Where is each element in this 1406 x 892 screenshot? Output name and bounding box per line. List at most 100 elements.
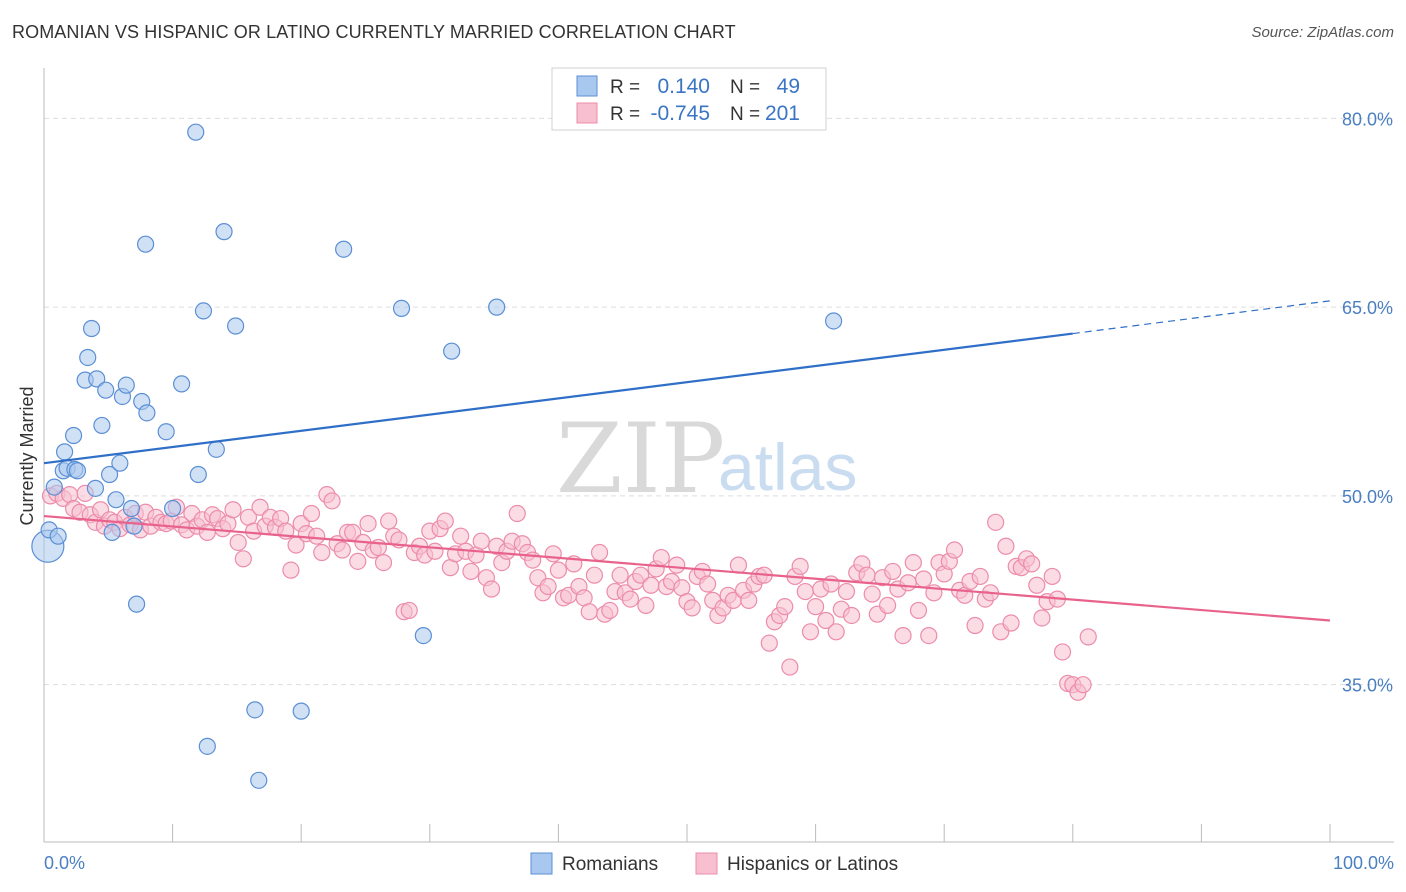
legend-n-label-hispanics: N = [730, 104, 760, 125]
hispanics-point [822, 575, 840, 593]
hispanics-point [580, 603, 598, 621]
romanians-point [173, 375, 191, 393]
hispanics-point [251, 498, 269, 516]
romanians-point [82, 319, 101, 338]
legend-r-value-hispanics: -0.745 [650, 102, 710, 125]
hispanics-point [791, 557, 809, 575]
y-tick-label-35: 35.0% [1342, 676, 1393, 696]
hispanics-point [632, 566, 650, 584]
hispanics-point [894, 626, 912, 645]
hispanics-point [508, 504, 526, 523]
romanians-point [122, 499, 141, 518]
hispanics-point [302, 504, 321, 523]
y-tick-label-80: 80.0% [1342, 109, 1393, 129]
x-ticks [43, 824, 1331, 842]
hispanics-point [611, 566, 629, 584]
watermark: ZIP atlas [556, 403, 857, 515]
romanians-point [825, 312, 843, 330]
hispanics-point [920, 626, 938, 645]
hispanics-point [987, 513, 1005, 531]
x-tick-label-min: 0.0% [44, 853, 85, 873]
romanians-point [79, 348, 97, 367]
romanians-point [45, 478, 63, 496]
hispanics-point [601, 601, 619, 620]
romanians-point [488, 298, 506, 316]
hispanics-point [1053, 643, 1072, 661]
romanians-point [97, 381, 115, 399]
legend-swatch-romanians [576, 75, 598, 97]
hispanics-point [1043, 567, 1061, 586]
romanians-point [111, 454, 129, 472]
bottom-legend-label-hispanics[interactable]: Hispanics or Latinos [727, 854, 898, 875]
chart-title: ROMANIAN VS HISPANIC OR LATINO CURRENTLY… [12, 22, 736, 42]
romanians-point [117, 376, 135, 394]
romanians-point [138, 404, 156, 422]
romanians-point [55, 443, 74, 461]
hispanics-point [817, 611, 835, 630]
romanians-point [125, 517, 143, 535]
hispanics-point [945, 541, 964, 559]
hispanics-point [1028, 576, 1046, 594]
hispanics-point [426, 542, 444, 560]
hispanics-point [1033, 609, 1051, 627]
y-axis-label: Currently Married [17, 386, 37, 525]
hispanics-point [539, 577, 557, 596]
romanians-point [100, 465, 119, 484]
hispanics-point [760, 634, 778, 652]
hispanics-point [801, 623, 820, 641]
grid-lines [44, 117, 1394, 686]
hispanics-point [1079, 628, 1097, 646]
hispanics-point [997, 537, 1015, 555]
hispanics-trend-line [43, 514, 1331, 622]
legend-r-label-romanians: R = [610, 77, 640, 98]
legend-n-value-romanians: 49 [777, 75, 800, 98]
romanians-point [414, 626, 432, 645]
hispanics-point [229, 533, 247, 552]
hispanics-point [637, 596, 655, 614]
hispanics-point [966, 616, 984, 635]
hispanics-point [909, 601, 928, 620]
hispanics-point [349, 552, 367, 570]
trend-lines [43, 300, 1331, 622]
hispanics-point [796, 582, 814, 601]
romanians-point [93, 416, 111, 435]
romanians-point [189, 465, 207, 484]
romanians-point [49, 527, 67, 545]
hispanics-point [776, 598, 794, 616]
hispanics-point [308, 527, 326, 545]
legend-swatch-hispanics [576, 102, 598, 124]
hispanics-point [585, 566, 604, 584]
romanians-point [207, 440, 225, 458]
watermark-zip: ZIP [556, 403, 725, 515]
y-tick-label-65: 65.0% [1342, 298, 1393, 318]
bottom-legend-swatch-romanians[interactable] [530, 852, 553, 875]
legend-n-value-hispanics: 201 [765, 102, 800, 125]
hispanics-point [1023, 555, 1041, 573]
hispanics-point [863, 585, 881, 603]
hispanics-point [698, 575, 717, 593]
hispanics-point [359, 514, 377, 533]
romanians-point [198, 737, 216, 755]
romanians-point [127, 595, 146, 613]
hispanics-point [915, 570, 933, 588]
romanians-point [392, 299, 411, 317]
bottom-legend-label-romanians[interactable]: Romanians [562, 854, 658, 875]
romanians-trend-line [43, 332, 1073, 465]
romanians-point [107, 491, 125, 509]
hispanics-point [590, 543, 609, 562]
hispanics-point [234, 550, 252, 568]
hispanics-point [1074, 676, 1092, 694]
bottom-legend-swatch-hispanics[interactable] [695, 852, 718, 875]
y-tick-labels: 35.0% 50.0% 65.0% 80.0% [1342, 109, 1393, 695]
romanians-point [215, 223, 233, 241]
hispanics-point [472, 532, 490, 550]
x-tick-label-max: 100.0% [1333, 853, 1394, 873]
hispanics-point [323, 492, 341, 510]
hispanics-point [462, 562, 480, 581]
romanians-trend-extension [1072, 300, 1331, 335]
hispanics-point [452, 527, 470, 545]
romanians-point [136, 235, 155, 253]
hispanics-point [806, 598, 825, 616]
hispanics-point [380, 512, 398, 530]
romanians-point [246, 701, 264, 719]
